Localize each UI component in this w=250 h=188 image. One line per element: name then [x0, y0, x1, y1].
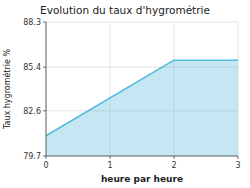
x-tick [238, 156, 239, 159]
y-axis-label: Taux hygrométrie % [2, 49, 12, 131]
x-tick-label: 1 [107, 161, 112, 170]
y-tick-label: 79.7 [23, 152, 41, 161]
grid-line [46, 22, 238, 23]
x-tick-label: 3 [235, 161, 240, 170]
x-tick [110, 156, 111, 159]
plot-area [46, 60, 238, 156]
chart: 0 1 2 3 79.7 82.6 85.4 88.3 heure par heure Taux … [0, 0, 250, 188]
area [46, 60, 238, 156]
y-axis-line [46, 22, 47, 156]
x-tick-label: 2 [171, 161, 176, 170]
y-tick [43, 22, 46, 23]
grid [46, 22, 238, 156]
x-axis-line [46, 156, 238, 157]
line [46, 60, 238, 136]
title: Evolution du taux d'hygrométrie [40, 4, 210, 16]
grid-line [46, 156, 238, 157]
x-tick [174, 156, 175, 159]
axes: 0 1 2 3 79.7 82.6 85.4 88.3 [23, 18, 240, 170]
grid-line [46, 22, 47, 156]
y-tick [43, 110, 46, 111]
y-tick [43, 67, 46, 68]
x-tick-label: 0 [43, 161, 48, 170]
y-tick-label: 82.6 [23, 107, 41, 116]
x-axis-label: heure par heure [101, 174, 183, 184]
y-tick [43, 156, 46, 157]
y-tick-label: 85.4 [23, 63, 41, 72]
y-tick-label: 88.3 [23, 18, 41, 27]
